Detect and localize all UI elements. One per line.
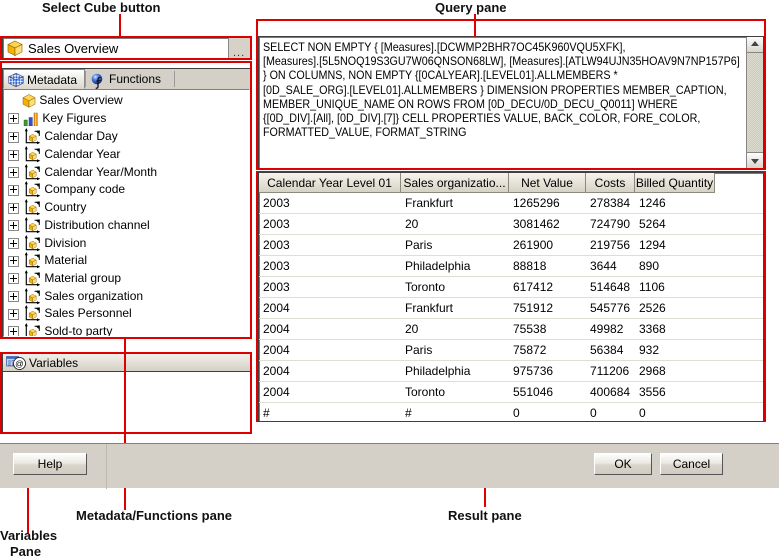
svg-text:@: @ (15, 358, 24, 368)
